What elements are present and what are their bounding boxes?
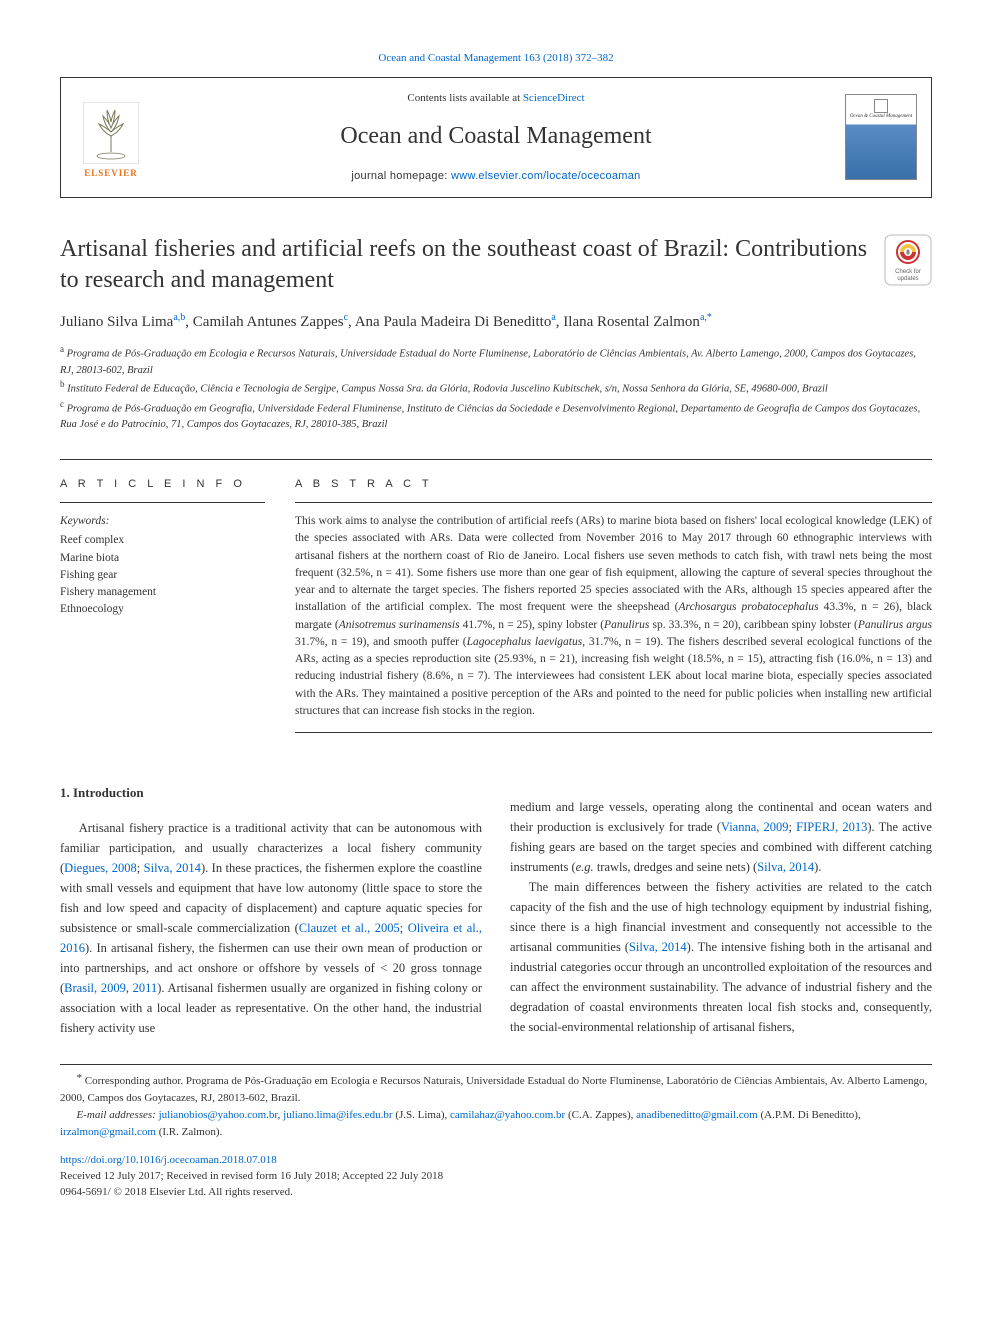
info-abstract-row: A R T I C L E I N F O Keywords: Reef com… — [60, 459, 932, 734]
doi-link[interactable]: https://doi.org/10.1016/j.ocecoaman.2018… — [60, 1154, 277, 1166]
cover-title: Ocean & Coastal Management — [850, 114, 912, 120]
abstract-text: This work aims to analyse the contributi… — [295, 513, 932, 733]
keyword-item: Ethnoecology — [60, 601, 265, 618]
homepage-line: journal homepage: www.elsevier.com/locat… — [161, 168, 831, 185]
email-addresses: E-mail addresses: julianobios@yahoo.com.… — [60, 1107, 932, 1141]
aff-label: b — [60, 379, 65, 389]
issn-copyright: 0964-5691/ © 2018 Elsevier Ltd. All righ… — [60, 1185, 932, 1201]
intro-heading: 1. Introduction — [60, 783, 482, 804]
affiliations: a Programa de Pós-Graduação em Ecologia … — [60, 343, 932, 432]
intro-left-text: Artisanal fishery practice is a traditio… — [60, 818, 482, 1038]
aff-label: c — [60, 399, 64, 409]
keyword-item: Fishing gear — [60, 567, 265, 584]
keyword-item: Fishery management — [60, 584, 265, 601]
affiliation-a: a Programa de Pós-Graduação em Ecologia … — [60, 343, 932, 378]
article-info-heading: A R T I C L E I N F O — [60, 476, 265, 504]
corresponding-author: * Corresponding author. Programa de Pós-… — [60, 1073, 932, 1107]
intro-right-text: medium and large vessels, operating alon… — [510, 797, 932, 1037]
email-list: julianobios@yahoo.com.br, juliano.lima@i… — [60, 1109, 861, 1138]
article-info-col: A R T I C L E I N F O Keywords: Reef com… — [60, 476, 265, 734]
aff-label: a — [60, 344, 64, 354]
keywords-label: Keywords: — [60, 513, 265, 530]
title-block: Check for updates Artisanal fisheries an… — [60, 234, 932, 433]
svg-text:updates: updates — [897, 276, 918, 282]
header-center: Contents lists available at ScienceDirec… — [161, 90, 831, 185]
page-root: Ocean and Coastal Management 163 (2018) … — [0, 0, 992, 1241]
keyword-item: Reef complex — [60, 532, 265, 549]
check-updates-badge[interactable]: Check for updates — [884, 234, 932, 286]
email-label: E-mail addresses: — [77, 1109, 159, 1121]
affiliation-b: b Instituto Federal de Educação, Ciência… — [60, 378, 932, 397]
sciencedirect-link[interactable]: ScienceDirect — [523, 92, 585, 104]
abstract-heading: A B S T R A C T — [295, 476, 932, 504]
homepage-link[interactable]: www.elsevier.com/locate/ocecoaman — [451, 170, 641, 182]
footnotes: * Corresponding author. Programa de Pós-… — [60, 1064, 932, 1141]
author-list: Juliano Silva Limaa,b, Camilah Antunes Z… — [60, 310, 932, 334]
check-updates-icon: Check for updates — [884, 234, 932, 286]
cover-logo-icon — [874, 99, 888, 113]
journal-reference-line: Ocean and Coastal Management 163 (2018) … — [60, 50, 932, 67]
aff-text: Programa de Pós-Graduação em Ecologia e … — [60, 349, 916, 376]
svg-text:Check for: Check for — [895, 269, 921, 275]
tree-icon — [83, 102, 139, 164]
journal-title: Ocean and Coastal Management — [161, 118, 831, 154]
affiliation-c: c Programa de Pós-Graduação em Geografia… — [60, 398, 932, 433]
journal-cover-thumb: Ocean & Coastal Management — [845, 94, 917, 180]
keywords-list: Reef complex Marine biota Fishing gear F… — [60, 532, 265, 618]
journal-ref-link[interactable]: Ocean and Coastal Management 163 (2018) … — [378, 52, 613, 64]
article-title: Artisanal fisheries and artificial reefs… — [60, 234, 932, 296]
aff-text: Programa de Pós-Graduação em Geografia, … — [60, 403, 920, 430]
col-spacer — [510, 757, 932, 797]
aff-text: Instituto Federal de Educação, Ciência e… — [67, 384, 828, 395]
asterisk-icon: * — [77, 1072, 83, 1084]
corr-text: Corresponding author. Programa de Pós-Gr… — [60, 1075, 927, 1104]
elsevier-text: ELSEVIER — [84, 167, 138, 181]
homepage-label: journal homepage: — [351, 170, 451, 182]
body-col-right: medium and large vessels, operating alon… — [510, 757, 932, 1038]
abstract-col: A B S T R A C T This work aims to analys… — [295, 476, 932, 734]
contents-line: Contents lists available at ScienceDirec… — [161, 90, 831, 107]
journal-header-box: ELSEVIER Contents lists available at Sci… — [60, 77, 932, 198]
body-columns: 1. Introduction Artisanal fishery practi… — [60, 757, 932, 1038]
body-col-left: 1. Introduction Artisanal fishery practi… — [60, 757, 482, 1038]
received-dates: Received 12 July 2017; Received in revis… — [60, 1169, 932, 1185]
keyword-item: Marine biota — [60, 550, 265, 567]
elsevier-logo: ELSEVIER — [75, 94, 147, 180]
doi-block: https://doi.org/10.1016/j.ocecoaman.2018… — [60, 1153, 932, 1201]
contents-prefix: Contents lists available at — [407, 92, 522, 104]
